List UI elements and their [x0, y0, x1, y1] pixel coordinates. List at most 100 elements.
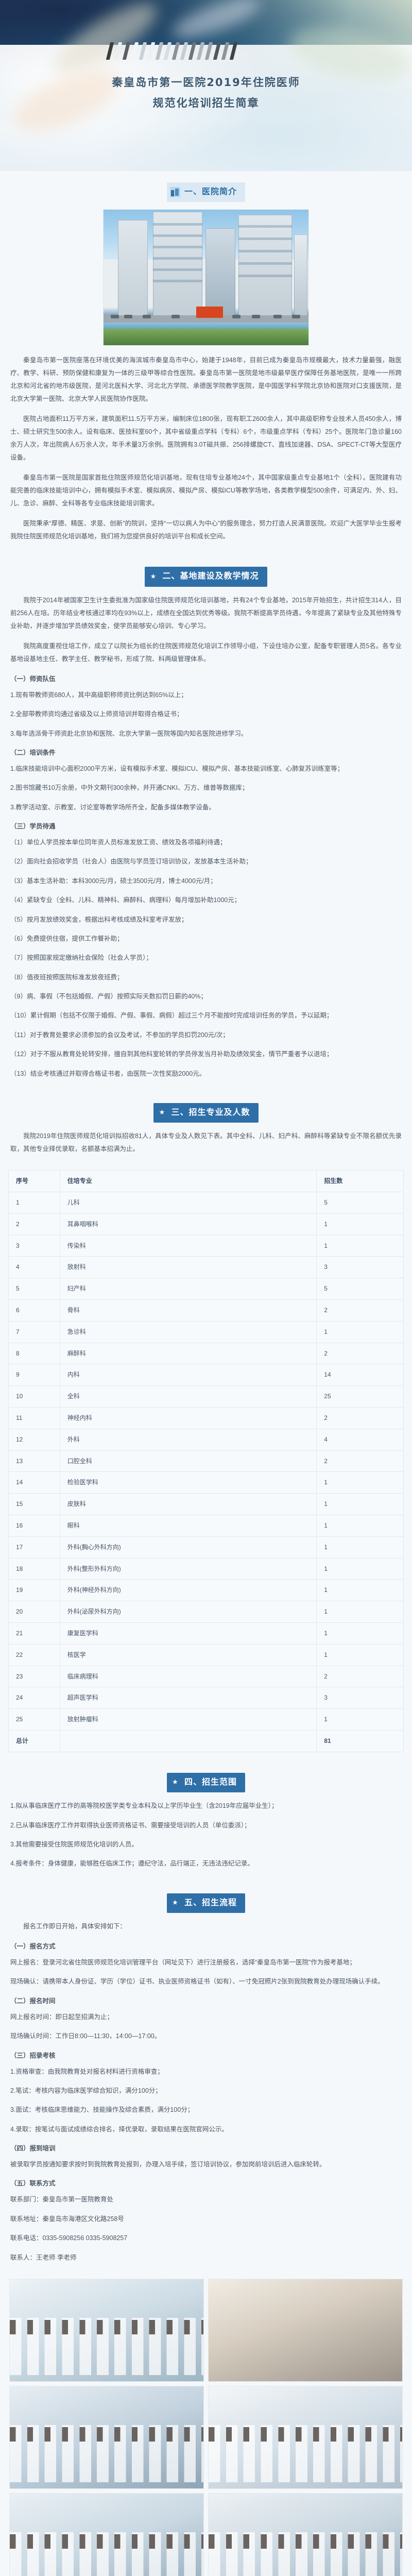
intro-paragraph: 秦皇岛市第一医院是国家首批住院医师规范化培训基地，现有住培专业基地24个，其中国… [10, 474, 402, 507]
table-body: 1 儿科 5 2 耳鼻咽喉科 1 3 传染科 1 4 放射科 3 5 妇产科 5 6 骨科 2 7 急诊科 1 8 麻醉科 2… [8, 1192, 404, 1752]
banner-brush-strokes-icon [106, 42, 314, 60]
cell-count: 2 [316, 1665, 404, 1688]
table-row: 17 外科(胸心外科方向) 1 [8, 1536, 404, 1558]
star-icon [148, 570, 159, 583]
table-row: 13 口腔全科 2 [8, 1450, 404, 1472]
cell-specialty: 外科(神经外科方向) [59, 1579, 317, 1602]
cell-no: 14 [8, 1471, 60, 1494]
cell-no: 18 [8, 1557, 60, 1580]
gallery-heads [10, 2427, 203, 2442]
section-label-process: 五、招生流程 [184, 1898, 237, 1907]
gallery-heads [209, 2427, 402, 2442]
cell-specialty: 外科 [59, 1428, 317, 1451]
section-pill-process: 五、招生流程 [166, 1893, 245, 1913]
list-item: （6）免费提供住宿，提供工作餐补助； [10, 935, 124, 942]
base-subtitle-2: （二）培训条件 [10, 749, 56, 756]
table-row: 8 麻醉科 2 [8, 1342, 404, 1365]
contact-label: 联系人： [10, 2253, 37, 2261]
list-item: 2.已从事临床医疗工作并取得执业医师资格证书、需要接受培训的人员（单位委派）； [10, 1821, 251, 1829]
process-body: 报名工作即日开始，具体安排如下： （一）报名方式 网上报名：登录河北省住院医师规… [0, 1920, 412, 2276]
cell-no: 17 [8, 1536, 60, 1558]
cell-specialty: 核医学 [59, 1643, 317, 1666]
process-list-4: 被录取学员按通知要求按时到我院教育处报到，办理入培手续，签订培训协议，参加岗前培… [10, 2158, 402, 2171]
table-row: 4 放射科 3 [8, 1256, 404, 1279]
list-item: 现场确认时间：工作日8:00—11:30，14:00—17:00。 [10, 2032, 161, 2040]
base-subtitle-1: （一）师资队伍 [10, 675, 56, 683]
cell-specialty: 超声医学科 [59, 1687, 317, 1709]
list-item: （2）面向社会招收学员（社会人）由医院与学员签订培训协议，发放基本生活补助； [10, 858, 252, 866]
hospital-photo-figure [0, 209, 412, 346]
cell-count: 2 [316, 1407, 404, 1429]
gallery-image-6 [208, 2493, 403, 2576]
list-item: 1.临床技能培训中心面积2000平方米，设有模拟手术室、模拟ICU、模拟产房、基… [10, 765, 344, 772]
list-item: 2.全部带教师资均通过省级及以上师资培训并取得合格证书； [10, 710, 183, 718]
cell-no: 19 [8, 1579, 60, 1602]
cell-count: 1 [316, 1708, 404, 1731]
table-row: 5 妇产科 5 [8, 1278, 404, 1300]
base-list-1: 1.现有带教师资680人，其中高级职称师资比例达到65%以上； 2.全部带教师资… [10, 689, 402, 740]
cell-count: 1 [316, 1515, 404, 1537]
cell-specialty: 麻醉科 [59, 1342, 317, 1365]
cell-no: 10 [8, 1385, 60, 1408]
table-row: 3 传染科 1 [8, 1234, 404, 1257]
table-row: 14 检验医学科 1 [8, 1471, 404, 1494]
table-row: 9 内科 14 [8, 1364, 404, 1386]
contact-value[interactable]: 0335-5908256 0335-5908257 [42, 2234, 128, 2242]
cell-count: 3 [316, 1256, 404, 1279]
table-row: 15 皮肤科 1 [8, 1493, 404, 1516]
cell-total-label: 总计 [8, 1730, 60, 1752]
gallery-image-5 [9, 2493, 204, 2576]
col-header-no: 序号 [8, 1170, 60, 1193]
base-paragraph: 我院于2014年被国家卫生计生委批准为国家级住院医师规范化培训基地，共有24个专… [10, 596, 402, 630]
building-icon [169, 187, 180, 198]
table-total-row: 总计 81 [8, 1730, 404, 1752]
process-subtitle-1: （一）报名方式 [10, 1943, 56, 1951]
table-header-row: 序号 住培专业 招生数 [8, 1170, 404, 1193]
list-item: 网上报名：登录河北省住院医师规范化培训管理平台（网址见下）进行注册报名，选择“秦… [10, 1959, 356, 1967]
specialty-table-wrap: 序号 住培专业 招生数 1 儿科 5 2 耳鼻咽喉科 1 3 传染科 1 4 放射科 3 5 妇产科 5 6 骨… [0, 1168, 412, 1761]
list-item: 1.现有带教师资680人，其中高级职称师资比例达到65%以上； [10, 691, 187, 699]
section-pill-base: 二、基地建设及教学情况 [145, 567, 267, 587]
section-label-specialties: 三、招生专业及人数 [171, 1108, 250, 1117]
contact-value: 王老师 李老师 [36, 2253, 77, 2261]
table-row: 1 儿科 5 [8, 1192, 404, 1214]
list-item: 1.拟从事临床医疗工作的高等院校医学类专业本科及以上学历毕业生（含2019年应届… [10, 1802, 278, 1810]
cell-specialty: 儿科 [59, 1192, 317, 1214]
table-row: 6 骨科 2 [8, 1299, 404, 1321]
hospital-building-photo [103, 209, 309, 346]
table-head: 序号 住培专业 招生数 [8, 1170, 404, 1193]
cell-specialty: 全科 [59, 1385, 317, 1408]
cell-count: 1 [316, 1471, 404, 1494]
list-item: 1.资格审查：由我院教育处对报名材料进行资格审查； [10, 2067, 164, 2075]
gallery-heads [10, 2320, 203, 2334]
intro-paragraph: 医院秉承“厚德、精医、求是、创新”的院训，坚持“一切以病人为中心”的服务理念，努… [10, 520, 402, 540]
scope-body: 1.拟从事临床医疗工作的高等院校医学类专业本科及以上学历毕业生（含2019年应届… [0, 1800, 412, 1882]
cell-specialty: 耳鼻咽喉科 [59, 1213, 317, 1235]
list-item: （4）紧缺专业（全科、儿科、精神科、麻醉科、病理科）每月增加补助1000元； [10, 896, 241, 904]
contact-value: 秦皇岛市第一医院教育处 [42, 2196, 114, 2204]
list-item: （8）值夜班按照医院标准发放夜班费； [10, 973, 124, 981]
star-icon [169, 1896, 180, 1909]
list-item: （13）结业考核通过并取得合格证书者，由医院一次性奖励2000元。 [10, 1070, 206, 1077]
cell-specialty: 检验医学科 [59, 1471, 317, 1494]
cell-no: 4 [8, 1256, 60, 1279]
cell-no: 13 [8, 1450, 60, 1472]
table-row: 25 放射肿瘤科 1 [8, 1708, 404, 1731]
cell-specialty: 骨科 [59, 1299, 317, 1321]
gallery-row [8, 2278, 404, 2382]
table-row: 16 眼科 1 [8, 1515, 404, 1537]
table-row: 2 耳鼻咽喉科 1 [8, 1213, 404, 1235]
process-list-1: 网上报名：登录河北省住院医师规范化培训管理平台（网址见下）进行注册报名，选择“秦… [10, 1956, 402, 1988]
section-header-intro: 一、医院简介 [0, 182, 412, 202]
table-note: 我院2019年住院医师规范化培训拟招收81人，具体专业及人数见下表。其中全科、儿… [10, 1132, 402, 1153]
list-item: （12）对于不服从教育处轮转安排，擅自到其他科室轮转的学员停发当月补助及绩效奖金… [10, 1050, 333, 1058]
cell-no: 20 [8, 1601, 60, 1623]
list-item: （9）病、事假（不包括婚假、产假）按照实际天数扣罚日薪的40%； [10, 993, 207, 1001]
intro-body: 秦皇岛市第一医院座落在环境优美的海滨城市秦皇岛市中心，始建于1948年，目前已成… [0, 354, 412, 555]
list-item: （5）按月发放绩效奖金，根据出科考核成绩及科室考评发放； [10, 916, 188, 923]
col-header-count: 招生数 [316, 1170, 404, 1193]
cell-count: 5 [316, 1278, 404, 1300]
list-item: 2.笔试：考核内容为临床医学综合知识，满分100分； [10, 2087, 162, 2094]
gallery-row [8, 2493, 404, 2576]
